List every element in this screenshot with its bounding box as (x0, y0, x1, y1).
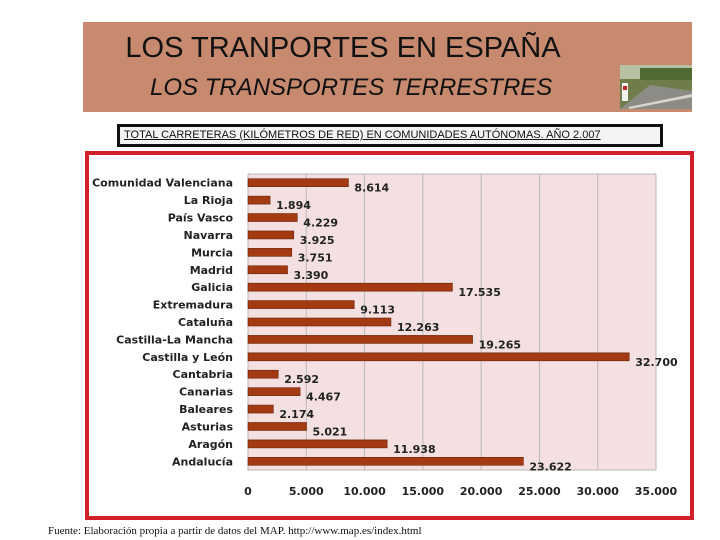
category-label: Andalucía (172, 455, 233, 468)
bar (247, 456, 524, 466)
value-label: 19.265 (479, 338, 521, 351)
value-label: 4.229 (303, 217, 338, 230)
x-tick-label: 35.000 (635, 485, 678, 498)
source-note: Fuente: Elaboración propia a partir de d… (48, 525, 422, 537)
x-tick-label: 0 (244, 485, 252, 498)
slide-title: LOS TRANPORTES EN ESPAÑA (125, 32, 561, 64)
bar (247, 300, 355, 309)
value-label: 2.174 (279, 408, 314, 421)
value-label: 5.021 (313, 425, 348, 438)
value-label: 2.592 (284, 373, 319, 386)
category-label: Cataluña (178, 316, 233, 329)
value-label: 3.751 (298, 251, 333, 264)
bar (247, 369, 279, 379)
bar (247, 404, 274, 414)
category-label: Comunidad Valenciana (92, 177, 233, 190)
category-label: Cantabria (173, 368, 234, 381)
x-tick-label: 25.000 (518, 485, 561, 498)
bar (247, 230, 295, 240)
value-label: 17.535 (458, 286, 500, 299)
category-label: Extremadura (153, 299, 233, 312)
bar (247, 282, 453, 292)
value-label: 1.894 (276, 199, 311, 212)
road-photo (620, 65, 692, 109)
category-label: Murcia (191, 246, 233, 259)
chart-frame: 0 5.000 10.000 15.000 20.000 25.000 30.000 35.0… (85, 151, 694, 520)
value-label: 3.925 (300, 234, 335, 247)
title-banner (83, 22, 692, 112)
category-label: Castilla y León (142, 351, 233, 364)
category-label: País Vasco (168, 212, 234, 225)
slide-subtitle: LOS TRANSPORTES TERRESTRES (150, 74, 553, 101)
bar (247, 317, 392, 327)
x-tick-label: 10.000 (343, 485, 386, 498)
value-label: 4.467 (306, 391, 341, 404)
category-label: La Rioja (184, 194, 233, 207)
value-label: 3.390 (294, 269, 329, 282)
category-label: Asturias (182, 420, 234, 433)
value-label: 32.700 (635, 356, 678, 369)
x-tick-label: 5.000 (289, 485, 324, 498)
bar (247, 265, 288, 275)
category-label: Aragón (188, 438, 233, 451)
bar (247, 178, 349, 188)
x-tick-label: 15.000 (402, 485, 445, 498)
bar-chart: 0 5.000 10.000 15.000 20.000 25.000 30.000 35.0… (92, 158, 687, 513)
bar (247, 213, 298, 222)
category-label: Castilla-La Mancha (116, 333, 233, 346)
x-tick-label: 30.000 (576, 485, 619, 498)
bar (247, 422, 307, 431)
x-tick-label: 20.000 (460, 485, 503, 498)
category-label: Baleares (179, 403, 233, 416)
value-label: 9.113 (360, 304, 395, 317)
value-label: 23.622 (529, 460, 571, 473)
chart-caption: TOTAL CARRETERAS (KILÓMETROS DE RED) EN … (117, 124, 663, 147)
bar (247, 248, 293, 257)
category-label: Canarias (179, 386, 233, 399)
value-label: 11.938 (393, 443, 435, 456)
category-label: Madrid (190, 264, 233, 277)
value-label: 8.614 (354, 182, 389, 195)
category-label: Navarra (184, 229, 234, 242)
bar (247, 387, 301, 396)
bar (247, 439, 388, 449)
category-label: Galicia (191, 281, 233, 294)
bar (247, 335, 473, 344)
value-label: 12.263 (397, 321, 439, 334)
bar (247, 195, 271, 205)
bar (247, 352, 630, 362)
